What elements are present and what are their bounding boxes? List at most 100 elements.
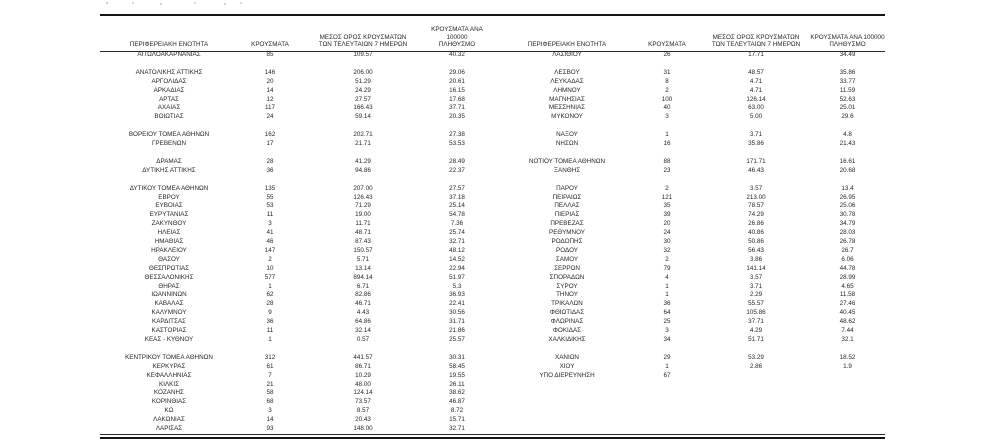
avg7-cell: 37.71 [748, 318, 764, 326]
cases-cell: 41 [266, 229, 274, 237]
per100k-cell: 51.97 [449, 273, 465, 281]
cases-cell: 100 [661, 95, 673, 103]
spacer-cell [100, 345, 490, 354]
avg7-cell: 2.29 [749, 291, 763, 299]
cases-cell: 61 [266, 362, 274, 370]
col-header-avg7: ΜΕΣΟΣ ΟΡΟΣ ΚΡΟΥΣΜΑΤΩΝ ΤΩΝ ΤΕΛΕΥΤΑΙΩΝ 7 Η… [702, 16, 810, 51]
cases-cell: 14 [266, 86, 274, 94]
cases-cell: 10 [266, 264, 274, 272]
avg7-cell: 2.86 [749, 362, 763, 370]
per100k-cell: 20.68 [839, 166, 856, 174]
table-row: ΚΟΖΑΝΗΣ 58 124.14 38.62 [100, 389, 490, 398]
avg7-cell: 17.71 [748, 51, 764, 58]
avg7-cell: 55.57 [748, 300, 764, 308]
avg7-cell: 32.14 [355, 327, 371, 335]
per100k-cell: 25.01 [839, 104, 856, 112]
region-cell: ΡΕΘΥΜΝΟΥ [549, 229, 585, 237]
region-cell: ΛΕΣΒΟΥ [554, 68, 580, 76]
spacer-row [502, 398, 885, 407]
region-cell: ΣΕΡΡΩΝ [554, 264, 580, 272]
avg7-cell: 166.43 [353, 104, 373, 112]
region-cell: ΚΙΛΚΙΣ [159, 380, 179, 388]
table-row: ΖΑΚΥΝΘΟΥ 3 11.71 7.36 [100, 220, 490, 229]
spacer-cell [502, 122, 885, 131]
regional-cases-table: ΠΕΡΙΦΕΡΕΙΑΚΗ ΕΝΟΤΗΤΑ ΚΡΟΥΣΜΑΤΑ ΜΕΣΟΣ ΟΡΟ… [100, 14, 885, 439]
cases-cell: 79 [663, 264, 671, 272]
avg7-cell: 3.71 [749, 131, 763, 139]
cases-cell: 25 [663, 318, 671, 326]
cases-cell: 3 [268, 407, 272, 415]
per100k-cell: 21.86 [449, 327, 465, 335]
region-cell: ΛΕΥΚΑΔΑΣ [550, 77, 584, 85]
spacer-cell [100, 122, 490, 131]
avg7-cell: 150.57 [353, 246, 373, 254]
cases-cell: 24 [266, 113, 274, 121]
avg7-cell: 78.57 [748, 202, 764, 210]
table-row: ΚΕΦΑΛΛΗΝΙΑΣ 7 10.29 19.55 [100, 372, 490, 381]
per100k-cell: 26.11 [449, 380, 465, 388]
region-cell: ΒΟΡΕΙΟΥ ΤΟΜΕΑ ΑΘΗΝΩΝ [128, 131, 210, 139]
avg7-cell: 71.29 [355, 202, 371, 210]
col-header-per100k-line1: ΚΡΟΥΣΜΑΤΑ ΑΝΑ 100000 [431, 26, 483, 41]
table-row: ΚΑΒΑΛΑΣ 28 46.71 22.41 [100, 300, 490, 309]
spacer-cell [100, 176, 490, 185]
table-row: ΑΙΤΩΛΟΑΚΑΡΝΑΝΙΑΣ 85 109.57 40.32 [100, 51, 490, 60]
per100k-cell: 8.72 [450, 407, 464, 415]
per100k-cell: 30.31 [449, 353, 465, 361]
per100k-cell: 27.57 [449, 184, 465, 192]
region-cell: ΗΜΑΘΙΑΣ [154, 238, 184, 246]
spacer-row [502, 122, 885, 131]
table-row: ΚΕΝΤΡΙΚΟΥ ΤΟΜΕΑ ΑΘΗΝΩΝ 312 441.57 30.31 [100, 354, 490, 363]
table-row: ΔΥΤΙΚΟΥ ΤΟΜΕΑ ΑΘΗΝΩΝ 135 207.00 27.57 [100, 185, 490, 194]
region-cell: ΒΟΙΩΤΙΑΣ [154, 113, 184, 121]
spacer-cell [502, 389, 885, 398]
region-cell: ΚΕΑΣ - ΚΥΘΝΟΥ [144, 336, 194, 343]
per100k-cell: 25.06 [839, 202, 856, 210]
per100k-cell: 20.61 [449, 77, 465, 85]
cases-cell: 64 [663, 309, 671, 317]
cases-cell: 31 [663, 68, 671, 76]
avg7-cell: 5.71 [356, 255, 370, 263]
table-row: ΛΕΥΚΑΔΑΣ 8 4.71 33.77 [502, 78, 885, 87]
region-cell: ΑΡΤΑΣ [159, 95, 179, 103]
cases-cell: 312 [264, 353, 276, 361]
cases-cell: 7 [268, 371, 272, 379]
spacer-cell [502, 345, 885, 354]
per100k-cell: 4.65 [841, 282, 854, 290]
table-row: ΑΡΓΟΛΙΔΑΣ 20 51.29 20.61 [100, 78, 490, 87]
avg7-cell: 0.57 [356, 336, 370, 343]
cases-cell: 88 [663, 157, 671, 165]
table-row: ΜΕΣΣΗΝΙΑΣ 40 63.00 25.01 [502, 104, 885, 113]
cases-cell: 28 [266, 300, 274, 308]
table-row: ΡΕΘΥΜΝΟΥ 24 40.86 28.03 [502, 229, 885, 238]
col-header-cases: ΚΡΟΥΣΜΑΤΑ [251, 40, 289, 48]
table-bottom-thin-border [100, 434, 885, 435]
table-row: ΚΕΑΣ - ΚΥΘΝΟΥ 1 0.57 25.57 [100, 336, 490, 345]
table-row: ΦΛΩΡΙΝΑΣ 25 37.71 48.62 [502, 318, 885, 327]
region-cell: ΑΝΑΤΟΛΙΚΗΣ ΑΤΤΙΚΗΣ [135, 68, 203, 76]
region-cell: ΚΕΡΚΥΡΑΣ [152, 362, 186, 370]
region-cell: ΑΧΑΪΑΣ [157, 104, 181, 112]
table-row: ΕΥΒΟΙΑΣ 53 71.29 25.14 [100, 202, 490, 211]
avg7-cell: 24.29 [355, 86, 371, 94]
table-row: ΞΑΝΘΗΣ 23 46.43 20.68 [502, 167, 885, 176]
avg7-cell: 3.86 [749, 255, 763, 263]
spacer-row [502, 381, 885, 390]
table-row: ΒΟΡΕΙΟΥ ΤΟΜΕΑ ΑΘΗΝΩΝ 162 202.71 27.38 [100, 131, 490, 140]
per100k-cell: 17.68 [449, 95, 465, 103]
avg7-cell: 53.29 [748, 353, 764, 361]
cases-cell: 1 [268, 336, 272, 343]
cases-cell: 20 [663, 220, 671, 228]
spacer-row [502, 425, 885, 434]
avg7-cell: 64.86 [355, 318, 371, 326]
region-cell: ΞΑΝΘΗΣ [553, 166, 581, 174]
avg7-cell: 124.14 [353, 389, 373, 397]
spacer-row [100, 149, 490, 158]
region-cell: ΜΕΣΣΗΝΙΑΣ [548, 104, 586, 112]
per100k-cell: 18.52 [839, 353, 856, 361]
spacer-cell [502, 60, 885, 69]
region-cell: ΓΡΕΒΕΝΩΝ [151, 140, 187, 148]
table-row: ΚΟΡΙΝΘΙΑΣ 68 73.57 46.87 [100, 398, 490, 407]
avg7-cell: 206.00 [353, 68, 373, 76]
